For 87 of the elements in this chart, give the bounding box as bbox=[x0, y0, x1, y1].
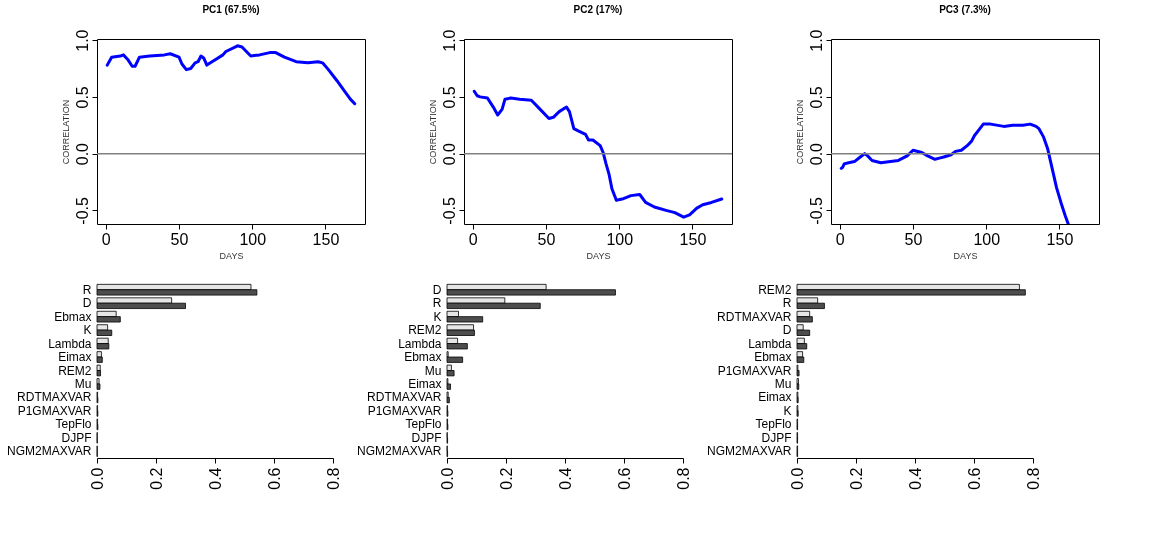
y-tick-label: 0.5 bbox=[440, 86, 458, 109]
x-tick-label: 0.8 bbox=[1024, 467, 1042, 490]
x-tick-label: 0.4 bbox=[556, 467, 574, 490]
y-tick-label: 1.0 bbox=[807, 29, 825, 52]
x-tick-label: 0.8 bbox=[674, 467, 692, 490]
y-tick-label: Lambda bbox=[398, 336, 442, 351]
y-tick-label: D bbox=[82, 296, 92, 311]
y-tick-label: R bbox=[432, 296, 442, 311]
y-tick-label: NGM2MAXVAR bbox=[7, 444, 92, 459]
y-tick-label: Ebmax bbox=[54, 309, 92, 324]
x-axis-title: DAYS bbox=[219, 250, 244, 261]
y-tick-label: -0.5 bbox=[440, 197, 458, 225]
chart-title: PC3 (7.3%) bbox=[939, 4, 991, 16]
x-tick-label: 0.4 bbox=[206, 467, 224, 490]
y-tick-label: Lambda bbox=[748, 336, 792, 351]
y-tick-label: 0.5 bbox=[73, 86, 91, 109]
x-tick-label: 0.2 bbox=[497, 467, 515, 490]
y-tick-label: REM2 bbox=[758, 282, 792, 297]
y-tick-label: D bbox=[432, 282, 442, 297]
y-tick-label: Mu bbox=[74, 376, 92, 391]
y-tick-label: NGM2MAXVAR bbox=[357, 444, 442, 459]
x-tick-label: 150 bbox=[679, 230, 707, 248]
y-tick-label: P1GMAXVAR bbox=[717, 363, 792, 378]
y-tick-label: K bbox=[83, 323, 92, 338]
y-tick-label: 0.0 bbox=[73, 142, 91, 166]
y-tick-label: K bbox=[433, 309, 442, 324]
y-tick-label: R bbox=[782, 296, 792, 311]
x-tick-label: 0.2 bbox=[847, 467, 865, 490]
y-axis-title: CORRELATION bbox=[60, 99, 71, 165]
x-tick-label: 0.6 bbox=[265, 467, 283, 490]
y-tick-label: 1.0 bbox=[73, 29, 91, 52]
y-tick-label: 0.0 bbox=[807, 142, 825, 166]
x-axis-title: DAYS bbox=[953, 250, 978, 261]
y-tick-label: Eimax bbox=[758, 390, 792, 405]
line-series bbox=[839, 122, 1070, 224]
y-tick-label: P1GMAXVAR bbox=[17, 403, 92, 418]
y-tick-label: -0.5 bbox=[73, 197, 91, 225]
y-tick-label: RDTMAXVAR bbox=[717, 309, 792, 324]
x-tick-label: 0.2 bbox=[147, 467, 165, 490]
line-series bbox=[472, 89, 724, 219]
y-tick-label: REM2 bbox=[408, 323, 442, 338]
x-tick-label: 150 bbox=[312, 230, 340, 248]
y-tick-label: RDTMAXVAR bbox=[17, 390, 92, 405]
y-tick-label: Ebmax bbox=[404, 350, 442, 365]
x-tick-label: 0 bbox=[835, 230, 845, 248]
y-tick-label: Ebmax bbox=[754, 350, 792, 365]
x-tick-label: 0.6 bbox=[965, 467, 983, 490]
x-tick-label: 100 bbox=[239, 230, 267, 248]
y-tick-label: K bbox=[783, 403, 792, 418]
y-tick-label: DJPF bbox=[761, 430, 792, 445]
y-tick-label: TepFlo bbox=[55, 417, 92, 432]
x-tick-label: 50 bbox=[537, 230, 556, 248]
y-tick-label: TepFlo bbox=[405, 417, 442, 432]
y-tick-label: R bbox=[82, 282, 92, 297]
y-tick-label: Mu bbox=[774, 376, 792, 391]
y-axis-title: CORRELATION bbox=[427, 99, 438, 165]
y-tick-label: RDTMAXVAR bbox=[367, 390, 442, 405]
y-tick-label: -0.5 bbox=[807, 197, 825, 225]
x-axis-title: DAYS bbox=[586, 250, 611, 261]
line-series bbox=[105, 44, 357, 106]
y-tick-label: DJPF bbox=[61, 430, 92, 445]
y-tick-label: Mu bbox=[424, 363, 442, 378]
y-tick-label: DJPF bbox=[411, 430, 442, 445]
y-tick-label: D bbox=[782, 323, 792, 338]
y-tick-label: P1GMAXVAR bbox=[367, 403, 442, 418]
x-tick-label: 50 bbox=[170, 230, 189, 248]
x-tick-label: 0 bbox=[101, 230, 111, 248]
y-tick-label: REM2 bbox=[58, 363, 92, 378]
x-tick-label: 100 bbox=[606, 230, 634, 248]
x-tick-label: 0.8 bbox=[324, 467, 342, 490]
x-tick-label: 50 bbox=[904, 230, 923, 248]
x-tick-label: 100 bbox=[973, 230, 1001, 248]
x-tick-label: 0.6 bbox=[615, 467, 633, 490]
y-tick-label: Eimax bbox=[408, 376, 442, 391]
y-axis-title: CORRELATION bbox=[794, 99, 805, 165]
y-tick-label: Eimax bbox=[58, 350, 92, 365]
x-tick-label: 0 bbox=[468, 230, 478, 248]
chart-title: PC1 (67.5%) bbox=[202, 4, 260, 16]
x-tick-label: 150 bbox=[1046, 230, 1074, 248]
y-tick-label: 0.0 bbox=[440, 142, 458, 166]
x-tick-label: 0.4 bbox=[906, 467, 924, 490]
y-tick-label: NGM2MAXVAR bbox=[707, 444, 792, 459]
y-tick-label: 1.0 bbox=[440, 29, 458, 52]
y-tick-label: Lambda bbox=[48, 336, 92, 351]
y-tick-label: 0.5 bbox=[807, 86, 825, 109]
y-tick-label: TepFlo bbox=[755, 417, 792, 432]
chart-title: PC2 (17%) bbox=[573, 4, 623, 16]
